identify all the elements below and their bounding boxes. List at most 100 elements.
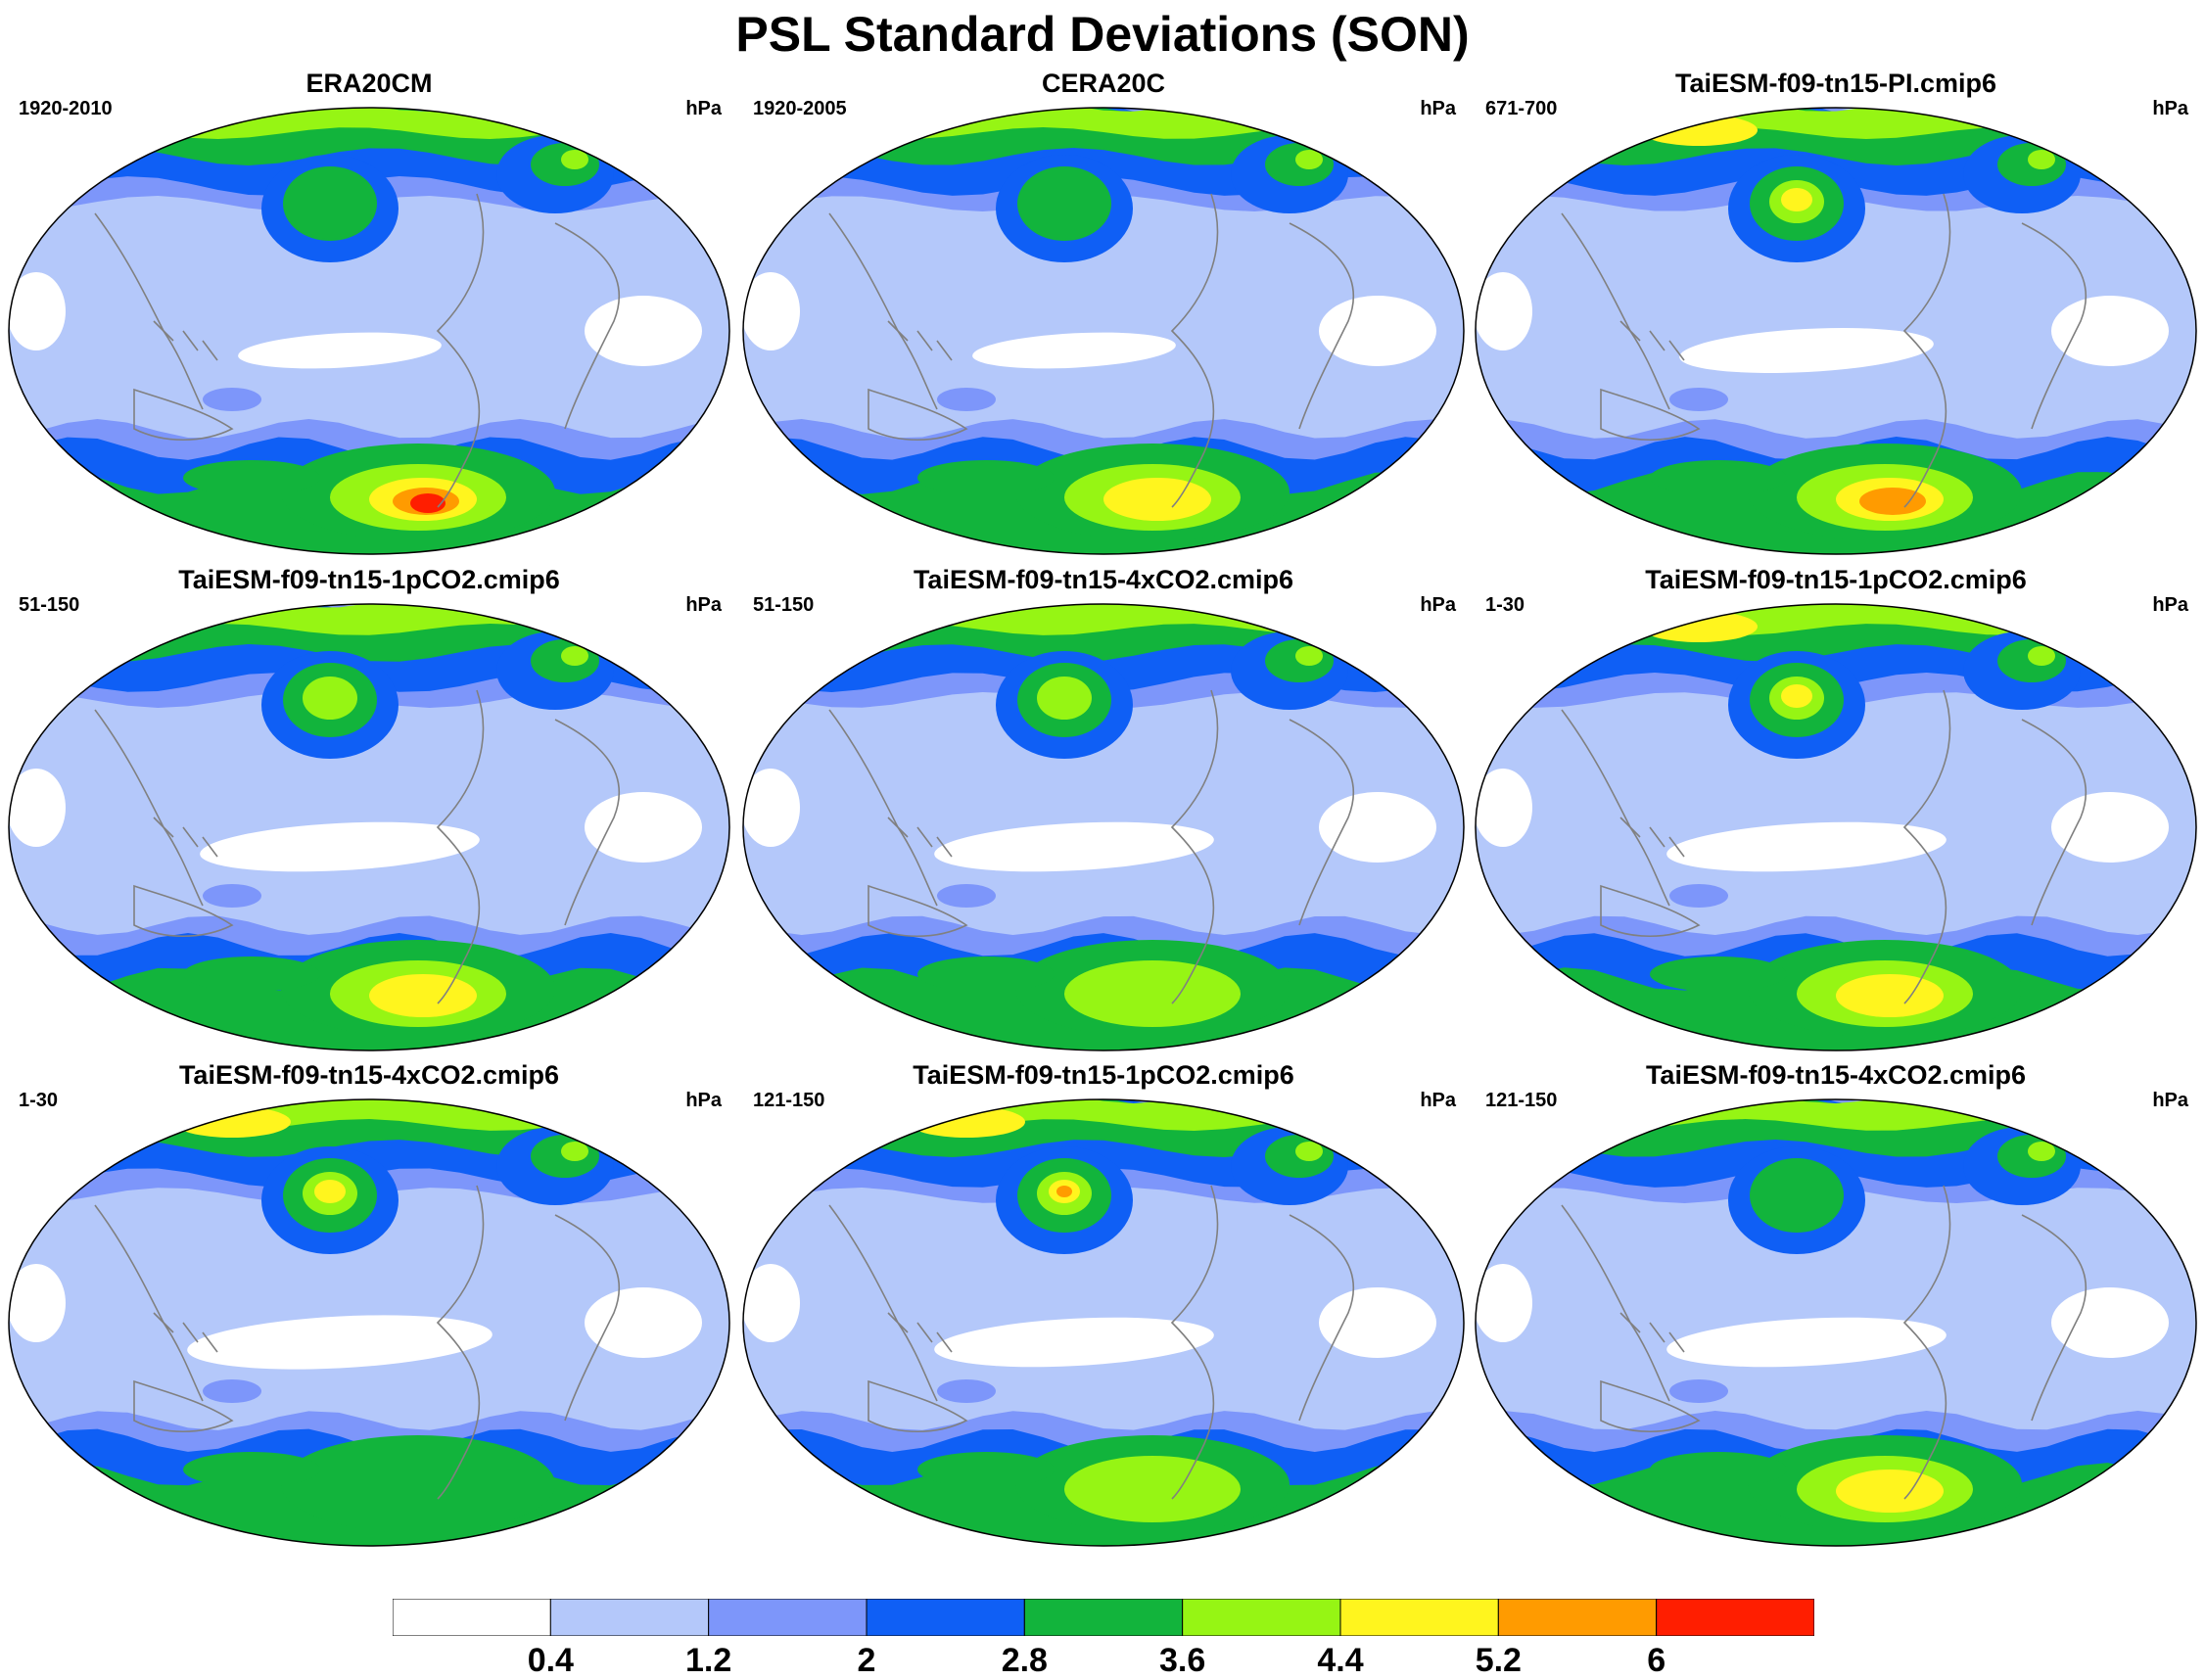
coastline <box>554 1214 620 1422</box>
coastline <box>153 817 218 858</box>
colorbar-tick-label: 4.4 <box>1317 1642 1364 1679</box>
coastline <box>887 320 953 361</box>
colorbar-swatch <box>393 1599 551 1636</box>
panel-years: 1920-2005 <box>753 98 847 119</box>
coastline <box>887 1312 953 1353</box>
contour-blob <box>1666 1317 1947 1368</box>
contour-blob <box>1669 388 1728 411</box>
map-border <box>1475 107 2197 555</box>
contour-blob <box>561 646 588 666</box>
coastline <box>868 1379 968 1432</box>
colorbar-swatch <box>1023 1599 1184 1636</box>
filled-contours <box>1476 108 2196 554</box>
map-border <box>1475 1098 2197 1547</box>
contour-blob <box>585 296 702 366</box>
coastline <box>2021 719 2087 926</box>
coastline <box>1619 320 1685 361</box>
contour-blob <box>1319 296 1436 366</box>
panel-years: 51-150 <box>753 594 815 616</box>
contour-blob <box>238 332 442 369</box>
panel-years: 121-150 <box>1485 1090 1558 1111</box>
contour-blob <box>1064 960 1241 1027</box>
contour-band <box>9 604 729 635</box>
contour-blob <box>917 1452 1055 1487</box>
panel-years: 1-30 <box>19 1090 59 1111</box>
world-map <box>1475 1098 2197 1547</box>
coastline <box>2021 1214 2087 1422</box>
coastline <box>133 884 234 937</box>
coastline <box>1902 689 1951 1004</box>
map-panel: TaiESM-f09-tn15-1pCO2.cmip6 51-150 hPa <box>7 563 731 1052</box>
map-border <box>8 1098 730 1547</box>
contour-blob <box>1319 792 1436 863</box>
map-panel: TaiESM-f09-tn15-4xCO2.cmip6 1-30 hPa <box>7 1058 731 1548</box>
contour-blob <box>1476 769 1532 847</box>
contour-blob <box>281 1435 555 1533</box>
contour-blob <box>1295 1142 1323 1161</box>
panel-years: 1-30 <box>1485 594 1525 616</box>
panel-years: 51-150 <box>19 594 80 616</box>
panel-units: hPa <box>685 1090 722 1111</box>
contour-blob <box>743 1264 800 1342</box>
coastline <box>1902 1185 1951 1500</box>
colorbar-swatch <box>1339 1599 1499 1636</box>
contour-blob <box>187 1315 493 1370</box>
panel-title: TaiESM-f09-tn15-4xCO2.cmip6 <box>1645 1060 2027 1090</box>
world-map <box>1475 107 2197 555</box>
contour-blob <box>1836 1470 1944 1513</box>
coastline <box>133 1379 234 1432</box>
map-panel: ERA20CM 1920-2010 hPa <box>7 67 731 556</box>
colorbar-tick-label: 3.6 <box>1159 1642 1206 1679</box>
world-map <box>1475 603 2197 1051</box>
coastline <box>1289 1214 1354 1422</box>
filled-contours <box>743 108 1464 554</box>
contour-blob <box>203 1379 261 1403</box>
panel-title: TaiESM-f09-tn15-PI.cmip6 <box>1674 69 1997 98</box>
map-panel: TaiESM-f09-tn15-4xCO2.cmip6 51-150 hPa <box>741 563 1466 1052</box>
coastline <box>153 1312 218 1353</box>
panel-units: hPa <box>1420 1090 1456 1111</box>
coastline <box>1619 817 1685 858</box>
contour-blob <box>1650 1452 1787 1487</box>
world-map <box>8 107 730 555</box>
contour-band <box>743 604 1464 635</box>
coastline <box>868 884 968 937</box>
panel-title: TaiESM-f09-tn15-1pCO2.cmip6 <box>913 1060 1294 1090</box>
contour-blob <box>314 1180 346 1203</box>
filled-contours <box>9 604 729 1050</box>
world-map <box>742 107 1465 555</box>
contour-blob <box>1295 646 1323 666</box>
coastline <box>1600 1379 1701 1432</box>
map-border <box>8 107 730 555</box>
contour-blob <box>1640 115 1758 146</box>
contour-blob <box>743 272 800 350</box>
panel-units: hPa <box>2152 1090 2188 1111</box>
map-border <box>8 603 730 1051</box>
coastline <box>554 222 620 430</box>
contour-blob <box>203 884 261 908</box>
contour-blob <box>1037 677 1092 720</box>
filled-contours <box>743 1099 1464 1546</box>
contour-blob <box>585 1287 702 1358</box>
colorbar-swatch <box>1182 1599 1341 1636</box>
panel-title: ERA20CM <box>305 69 433 98</box>
coastline <box>554 719 620 926</box>
coastline <box>1170 193 1219 508</box>
coastline <box>153 320 218 361</box>
contour-blob <box>1859 488 1926 515</box>
colorbar-tick-label: 5.2 <box>1475 1642 1522 1679</box>
colorbar-tick-label: 0.4 <box>527 1642 574 1679</box>
contour-blob <box>937 1379 996 1403</box>
contour-blob <box>2028 1142 2055 1161</box>
map-panel: TaiESM-f09-tn15-1pCO2.cmip6 1-30 hPa <box>1474 563 2198 1052</box>
contour-blob <box>200 821 480 872</box>
coastline <box>1902 193 1951 508</box>
contour-blob <box>743 769 800 847</box>
panel-units: hPa <box>685 594 722 616</box>
contour-blob <box>9 1264 66 1342</box>
contour-blob <box>1056 1186 1072 1197</box>
contour-blob <box>1650 460 1787 495</box>
panel-years: 121-150 <box>753 1090 825 1111</box>
map-border <box>1475 603 2197 1051</box>
contour-blob <box>1640 611 1758 642</box>
